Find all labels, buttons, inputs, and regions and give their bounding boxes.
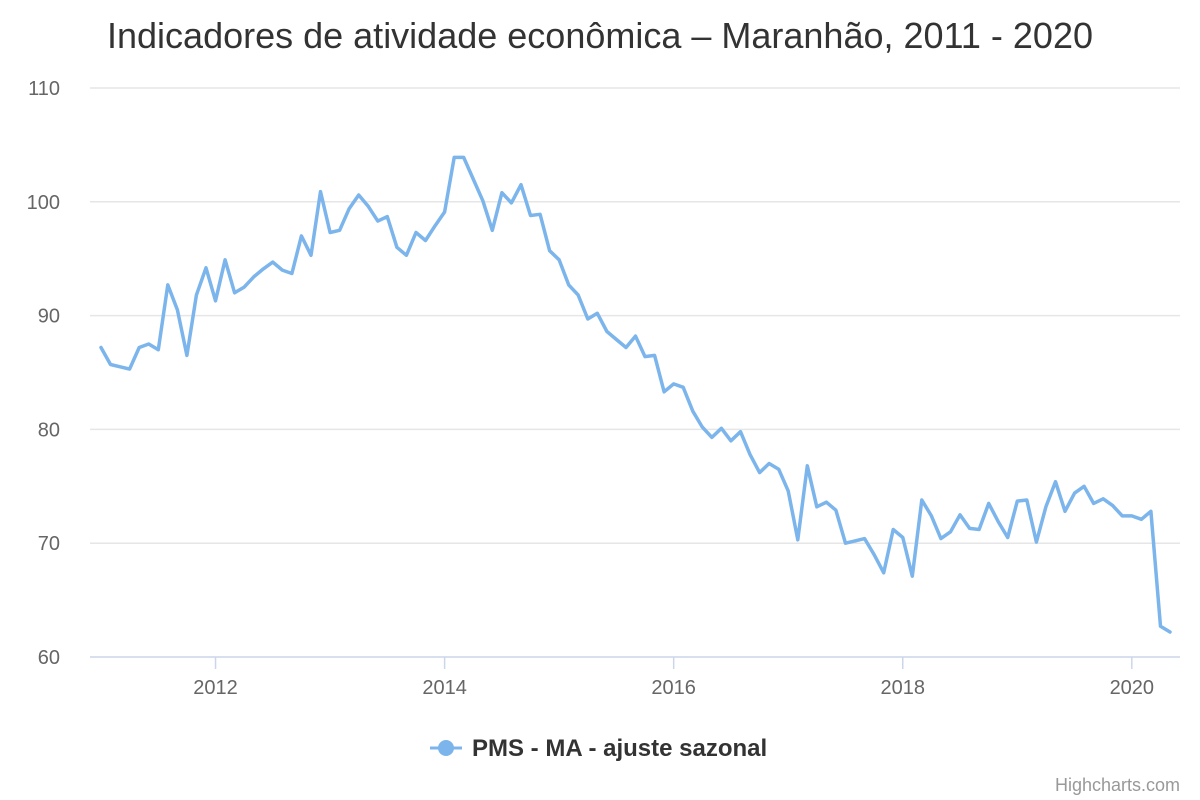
- series-line[interactable]: [99, 155, 1172, 634]
- x-tick-label: 2018: [881, 677, 926, 699]
- y-tick-label: 90: [38, 306, 60, 328]
- grid: [90, 87, 1180, 544]
- x-tick-label: 2016: [651, 677, 696, 699]
- legend[interactable]: PMS - MA - ajuste sazonal: [430, 735, 767, 762]
- y-tick-label: 100: [27, 192, 60, 214]
- y-tick-label: 110: [28, 78, 60, 100]
- x-tick-label: 2012: [193, 677, 238, 699]
- y-tick-label: 70: [38, 533, 60, 555]
- series: [99, 155, 1172, 634]
- chart-title: Indicadores de atividade econômica – Mar…: [107, 15, 1093, 56]
- legend-label: PMS - MA - ajuste sazonal: [472, 735, 767, 762]
- axes: 60 70 80 90 100 110 2012 2014 2016 2018 2020: [27, 78, 1180, 699]
- credits-link[interactable]: Highcharts.com: [1055, 775, 1180, 795]
- y-tick-label: 60: [38, 647, 60, 669]
- x-tick-label: 2020: [1110, 677, 1155, 699]
- x-tick-label: 2014: [422, 677, 467, 699]
- legend-marker-icon: [438, 740, 454, 756]
- y-tick-label: 80: [38, 419, 60, 441]
